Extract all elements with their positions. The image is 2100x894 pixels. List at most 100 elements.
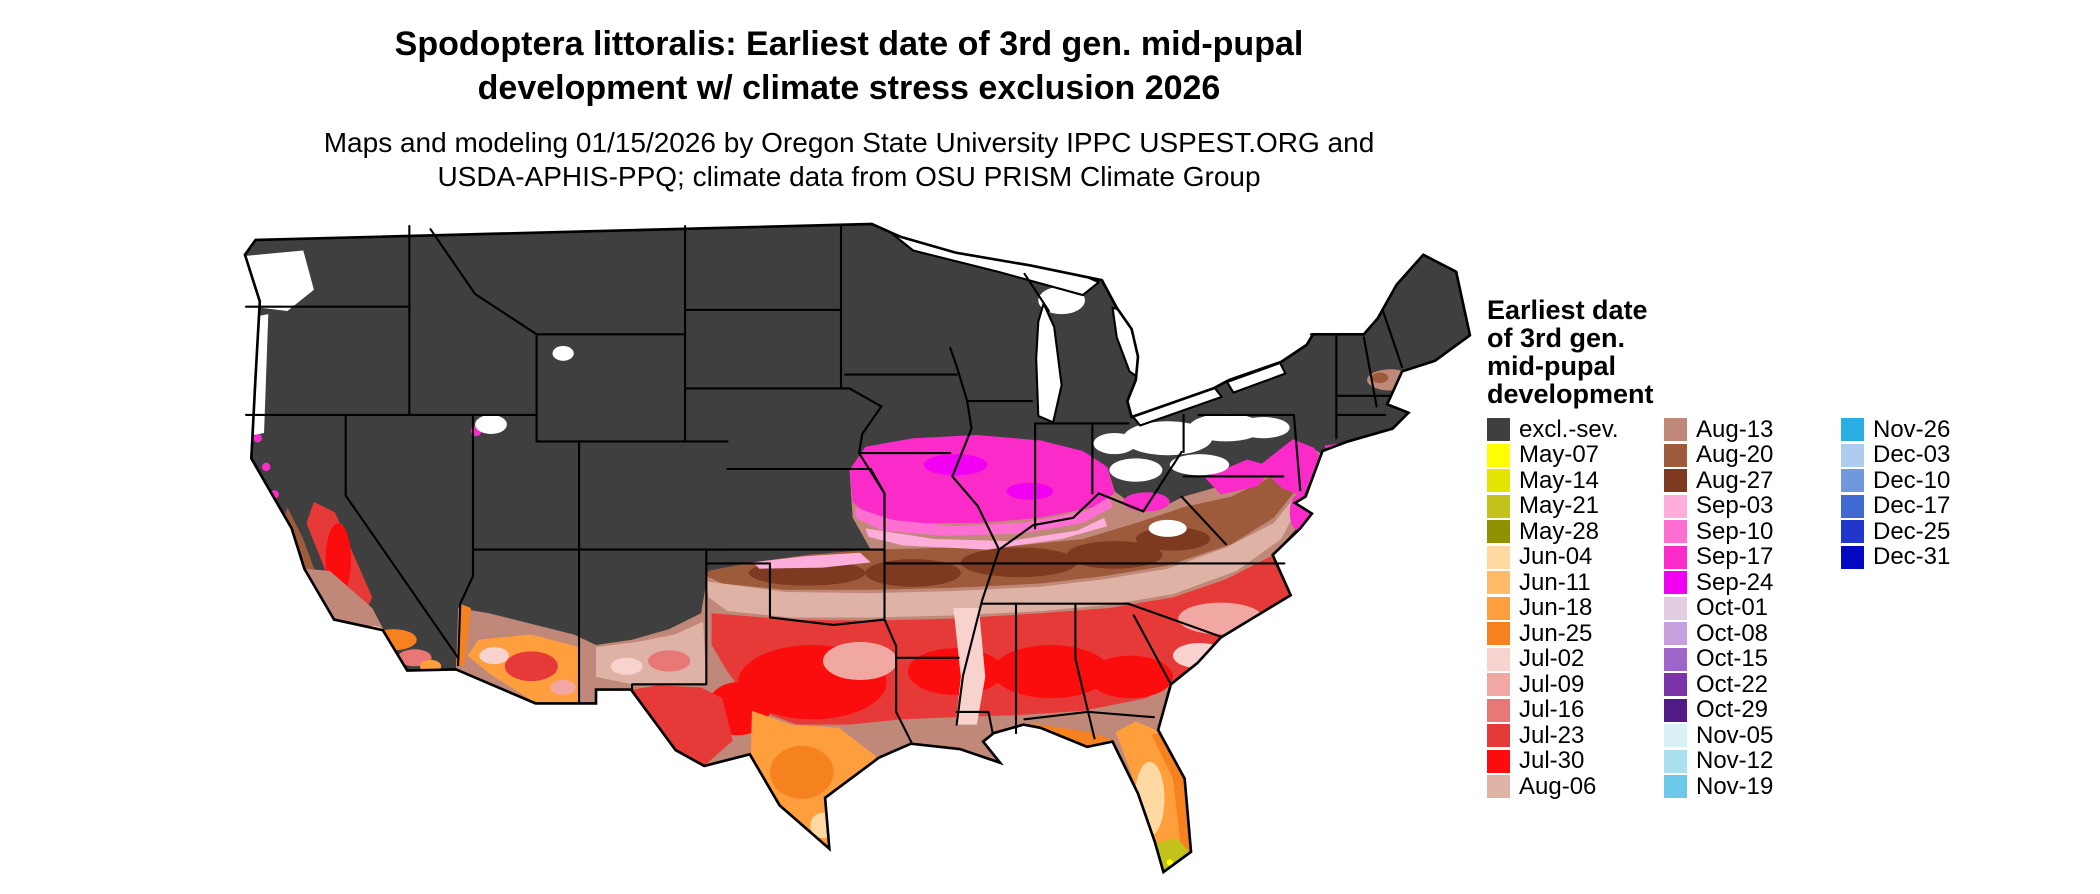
legend-entry: May-21: [1487, 492, 1664, 519]
map-region-aug27-patch: [865, 559, 961, 587]
legend-swatch: [1664, 596, 1687, 620]
map-region-sep17-norcal-dot: [261, 462, 271, 472]
legend-swatch: [1664, 520, 1687, 544]
legend-entry: Jul-23: [1487, 722, 1664, 749]
legend-label: Oct-15: [1696, 645, 1769, 673]
legend-label: Jun-18: [1519, 594, 1593, 622]
legend-entry: Sep-17: [1664, 543, 1841, 571]
legend-swatch: [1841, 418, 1864, 442]
legend-column: Nov-26 Dec-03 Dec-10 Dec-17 Dec-25 Dec-31: [1841, 416, 2018, 570]
legend-label: Sep-03: [1696, 492, 1774, 520]
legend-entry: Oct-15: [1664, 645, 1841, 673]
legend-swatch: [1487, 647, 1510, 671]
legend-entry: Jun-04: [1487, 543, 1664, 571]
legend-entry: Oct-22: [1664, 670, 1841, 698]
legend-title-line: mid-pupal: [1487, 351, 1616, 381]
legend-swatch: [1841, 469, 1864, 493]
us-map-container: [213, 189, 1486, 889]
legend-entry: May-07: [1487, 441, 1664, 468]
legend-entry: Oct-08: [1664, 620, 1841, 647]
legend-entry: Nov-26: [1841, 416, 2018, 443]
legend-label: Nov-12: [1696, 747, 1774, 775]
legend-column: Aug-13 Aug-20 Aug-27 Sep-03 Sep-10 Sep-17 Sep-…: [1664, 415, 1841, 800]
map-region-jul02-newmexico: [610, 657, 643, 675]
legend-label: Dec-10: [1873, 466, 1951, 494]
map-region-jul02-arizona: [479, 647, 510, 665]
map-region-aug27-patch: [1066, 541, 1163, 569]
map-region-aug13-socal-coast: [305, 568, 384, 631]
legend-swatch: [1487, 749, 1510, 773]
map-region-nodata-appalachia: [1148, 519, 1187, 537]
legend-swatch: [1487, 698, 1510, 722]
legend-swatch: [1664, 418, 1687, 442]
legend-label: Sep-24: [1696, 568, 1774, 596]
legend-swatch: [1841, 520, 1864, 544]
page-subtitle: Maps and modeling 01/15/2026 by Oregon S…: [249, 126, 1449, 194]
legend-swatch: [1664, 749, 1687, 773]
legend-entry: Oct-01: [1664, 594, 1841, 621]
legend-swatch: [1487, 469, 1510, 493]
legend-swatch: [1487, 724, 1510, 748]
legend-label: Jul-02: [1519, 645, 1585, 673]
legend-label: Oct-22: [1696, 670, 1769, 698]
map-region-jul09-arizona: [550, 680, 576, 695]
legend-swatch: [1487, 622, 1510, 646]
legend-label: Nov-19: [1696, 772, 1774, 800]
legend-entry: Aug-27: [1664, 467, 1841, 494]
legend-entry: Jul-09: [1487, 671, 1664, 698]
page-header: Spodoptera littoralis: Earliest date of …: [249, 22, 1449, 194]
legend-swatch: [1487, 571, 1510, 595]
legend-entry: Jun-18: [1487, 594, 1664, 622]
legend-swatch: [1487, 775, 1510, 799]
legend-swatch: [1664, 724, 1687, 748]
legend-label: Aug-13: [1696, 415, 1774, 443]
map-region-nodata-patch: [1169, 454, 1230, 476]
map-region-may07-florida-tip: [1166, 859, 1173, 866]
legend-swatch: [1487, 418, 1510, 442]
legend-entry: Jun-11: [1487, 568, 1664, 596]
map-region-nodata-saltlake: [475, 414, 507, 434]
legend-label: Sep-17: [1696, 543, 1774, 571]
legend-label: Jul-30: [1519, 747, 1585, 775]
map-region-jul23-arizona: [504, 651, 558, 682]
legend-swatch: [1841, 494, 1864, 518]
map-region-nodata-yellowstone: [552, 345, 574, 361]
legend-swatch: [1841, 545, 1864, 569]
legend-label: Jun-25: [1519, 619, 1593, 647]
legend-swatch: [1664, 622, 1687, 646]
map-region-jun25-florida-east: [1151, 732, 1190, 852]
legend-entry: Aug-06: [1487, 773, 1664, 800]
us-map: [243, 222, 1472, 874]
map-region-jul16-newmexico: [647, 650, 691, 672]
map-region-jul02-patch: [1172, 642, 1227, 669]
legend-entry: Aug-20: [1664, 441, 1841, 468]
legend-swatch: [1841, 443, 1864, 467]
legend-swatch: [1664, 443, 1687, 467]
legend-entry: May-28: [1487, 518, 1664, 545]
legend-label: Jun-11: [1519, 568, 1591, 596]
legend-swatch: [1487, 494, 1510, 518]
map-region-jun25-patch: [769, 745, 834, 799]
legend-columns: excl.-sev. May-07 May-14 May-21 May-28 Jun-04…: [1487, 415, 2047, 800]
legend-swatch: [1664, 469, 1687, 493]
legend-entry: Oct-29: [1664, 696, 1841, 723]
page-title-line1: Spodoptera littoralis: Earliest date of …: [394, 25, 1304, 63]
legend-entry: Sep-24: [1664, 568, 1841, 596]
legend-label: Jun-04: [1519, 543, 1593, 571]
legend-label: Jul-16: [1519, 696, 1585, 724]
legend-entry: Jul-02: [1487, 645, 1664, 673]
map-legend: Earliest date of 3rd gen. mid-pupal deve…: [1487, 296, 2047, 800]
legend-entry: Jul-30: [1487, 747, 1664, 775]
map-region-jul23-westtexas: [632, 685, 733, 766]
state-borders: [244, 225, 1404, 745]
map-region-jul30-patch: [907, 648, 1004, 695]
legend-title-line: development: [1487, 379, 1654, 409]
map-region-sep17-patch: [1123, 492, 1170, 512]
map-region-aug20-newengland: [1371, 372, 1389, 384]
legend-entry: Dec-10: [1841, 466, 2018, 494]
legend-label: Dec-03: [1873, 441, 1951, 469]
legend-swatch: [1487, 520, 1510, 544]
legend-swatch: [1664, 494, 1687, 518]
map-region-aug06-band: [706, 496, 1303, 618]
map-region-sep17-norcal-dot: [253, 434, 262, 443]
